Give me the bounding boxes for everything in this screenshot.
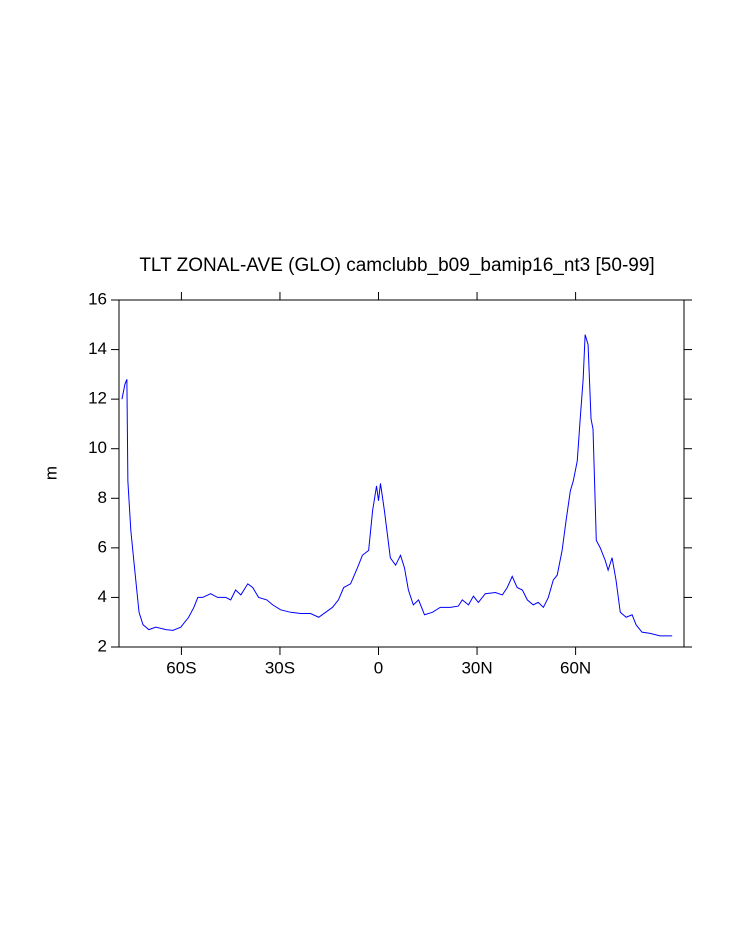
data-line: [121, 334, 673, 637]
y-tick-label: 8: [98, 488, 107, 507]
y-axis-label: m: [41, 466, 60, 480]
y-tick-label: 10: [88, 438, 107, 457]
y-tick-label: 4: [98, 587, 107, 606]
x-tick-label: 60S: [166, 658, 196, 677]
x-tick-label: 0: [374, 658, 383, 677]
y-tick-label: 2: [98, 636, 107, 655]
plot-frame: [118, 299, 685, 648]
y-tick-label: 12: [88, 389, 107, 408]
y-tick-label: 6: [98, 537, 107, 556]
chart-title: TLT ZONAL-AVE (GLO) camclubb_b09_bamip16…: [139, 255, 654, 276]
x-tick-label: 30N: [461, 658, 492, 677]
y-tick-label: 16: [88, 289, 107, 308]
x-tick-label: 30S: [265, 658, 295, 677]
x-tick-label: 60N: [560, 658, 591, 677]
y-tick-label: 14: [88, 339, 107, 358]
